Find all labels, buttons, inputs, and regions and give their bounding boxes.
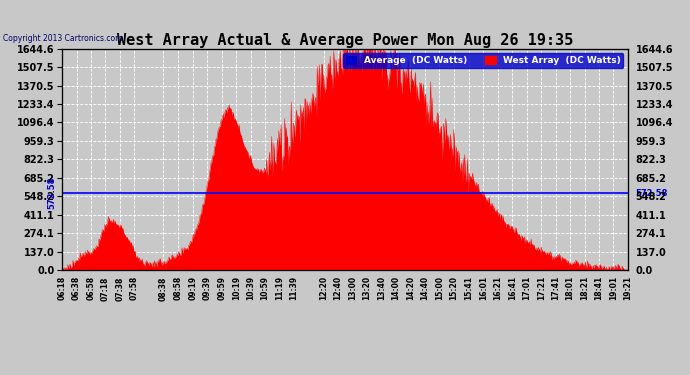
Title: West Array Actual & Average Power Mon Aug 26 19:35: West Array Actual & Average Power Mon Au… bbox=[117, 33, 573, 48]
Text: Copyright 2013 Cartronics.com: Copyright 2013 Cartronics.com bbox=[3, 34, 123, 43]
Text: 572.58: 572.58 bbox=[48, 177, 57, 209]
Legend: Average  (DC Watts), West Array  (DC Watts): Average (DC Watts), West Array (DC Watts… bbox=[343, 53, 623, 68]
